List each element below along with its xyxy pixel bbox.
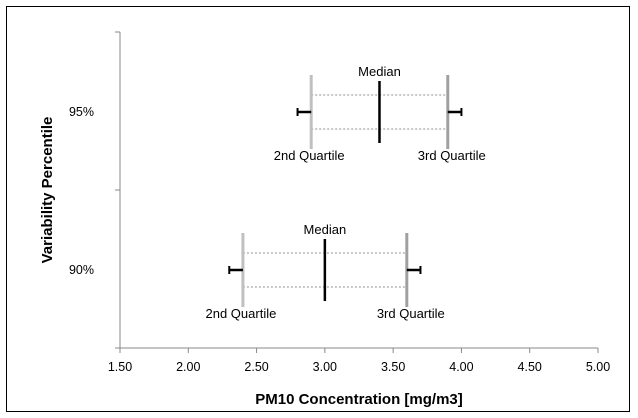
q3-label: 3rd Quartile xyxy=(418,148,486,163)
median-label: Median xyxy=(304,222,347,237)
y-ticks: 95% 90% xyxy=(69,31,120,349)
axes xyxy=(119,32,598,349)
y-tick-label: 90% xyxy=(69,263,94,277)
x-tick-label: 3.50 xyxy=(381,360,405,374)
median-label: Median xyxy=(358,64,401,79)
y-tick-label: 95% xyxy=(69,105,94,119)
q2-label: 2nd Quartile xyxy=(274,148,345,163)
box-90: Median 2nd Quartile 3rd Quartile xyxy=(206,222,445,321)
box-95: Median 2nd Quartile 3rd Quartile xyxy=(274,64,486,163)
q2-label: 2nd Quartile xyxy=(206,306,277,321)
x-tick-label: 4.50 xyxy=(518,360,542,374)
boxes: Median 2nd Quartile 3rd Quartile Median 2nd … xyxy=(206,64,486,321)
x-axis-title: PM10 Concentration [mg/m3] xyxy=(255,391,463,408)
chart-frame xyxy=(6,6,630,412)
x-tick-label: 5.00 xyxy=(586,360,610,374)
x-tick-label: 4.00 xyxy=(449,360,473,374)
x-tick-label: 1.50 xyxy=(108,360,132,374)
x-tick-label: 2.50 xyxy=(244,360,268,374)
x-tick-label: 2.00 xyxy=(176,360,200,374)
q3-label: 3rd Quartile xyxy=(377,306,445,321)
x-tick-label: 3.00 xyxy=(313,360,337,374)
y-axis-title: Variability Percentile xyxy=(39,117,56,264)
x-ticks: 1.50 2.00 2.50 3.00 3.50 4.00 4.50 5.00 xyxy=(108,348,610,374)
